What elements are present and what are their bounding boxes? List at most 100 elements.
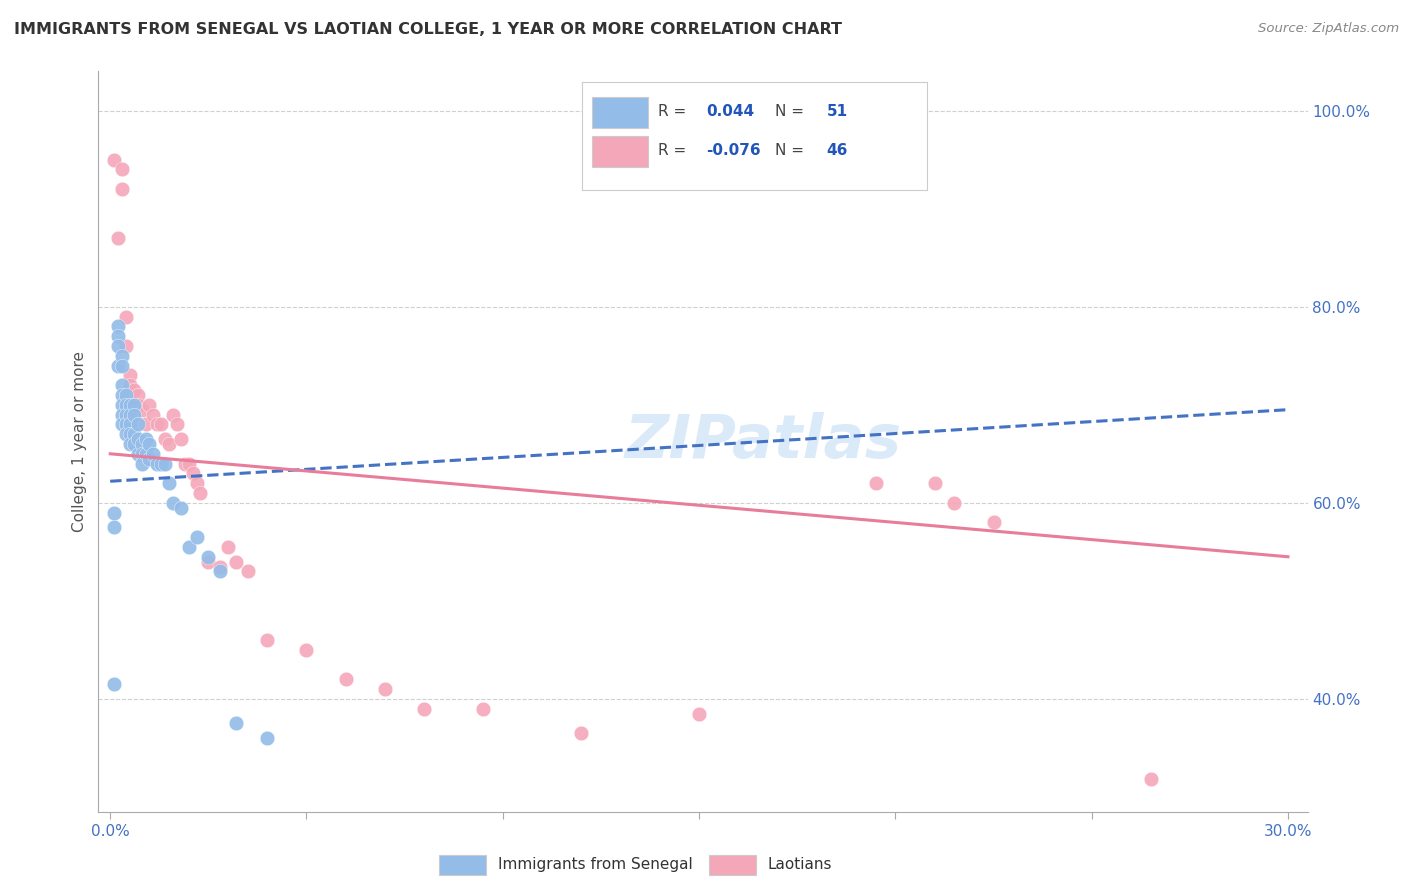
Point xyxy=(217,540,239,554)
Point xyxy=(107,231,129,245)
FancyBboxPatch shape xyxy=(439,855,486,875)
Point xyxy=(190,486,212,500)
Point xyxy=(111,378,134,392)
Point xyxy=(122,437,145,451)
Point xyxy=(162,408,184,422)
Point xyxy=(166,417,188,432)
Point xyxy=(115,388,138,402)
Point xyxy=(225,555,247,569)
Point xyxy=(256,633,278,648)
Point xyxy=(107,359,129,373)
Point xyxy=(146,457,169,471)
Point xyxy=(138,437,160,451)
Point xyxy=(150,417,173,432)
Point xyxy=(111,162,134,177)
Point xyxy=(118,437,141,451)
Point xyxy=(107,329,129,343)
Point xyxy=(111,417,134,432)
Point xyxy=(131,457,153,471)
Point xyxy=(138,451,160,466)
Point xyxy=(170,432,193,446)
Point xyxy=(177,457,200,471)
Point xyxy=(111,182,134,196)
Point xyxy=(472,702,495,716)
Point xyxy=(197,549,219,564)
Point xyxy=(127,417,149,432)
Point xyxy=(131,447,153,461)
Point xyxy=(122,408,145,422)
Point xyxy=(127,447,149,461)
Point xyxy=(413,702,436,716)
Point xyxy=(170,500,193,515)
Point xyxy=(118,368,141,383)
Point xyxy=(118,427,141,442)
Point xyxy=(122,383,145,397)
Point xyxy=(197,555,219,569)
Text: IMMIGRANTS FROM SENEGAL VS LAOTIAN COLLEGE, 1 YEAR OR MORE CORRELATION CHART: IMMIGRANTS FROM SENEGAL VS LAOTIAN COLLE… xyxy=(14,22,842,37)
Point xyxy=(107,319,129,334)
Point xyxy=(186,476,208,491)
Point xyxy=(135,447,157,461)
Point xyxy=(983,516,1005,530)
Point xyxy=(115,339,138,353)
Point xyxy=(115,398,138,412)
Point xyxy=(131,437,153,451)
Point xyxy=(135,417,157,432)
Point xyxy=(103,677,125,691)
Point xyxy=(186,530,208,544)
Point xyxy=(103,153,125,167)
Point xyxy=(225,716,247,731)
Point xyxy=(142,447,165,461)
Point xyxy=(115,417,138,432)
Point xyxy=(256,731,278,746)
Point xyxy=(122,398,145,412)
Point xyxy=(115,427,138,442)
Point xyxy=(122,427,145,442)
Point xyxy=(295,643,318,657)
Text: Immigrants from Senegal: Immigrants from Senegal xyxy=(498,857,693,872)
Point xyxy=(209,559,232,574)
Point xyxy=(111,349,134,363)
Point xyxy=(118,398,141,412)
Point xyxy=(111,408,134,422)
Point xyxy=(122,398,145,412)
Point xyxy=(131,402,153,417)
Y-axis label: College, 1 year or more: College, 1 year or more xyxy=(72,351,87,532)
FancyBboxPatch shape xyxy=(709,855,756,875)
Text: ZIPatlas: ZIPatlas xyxy=(624,412,903,471)
Point xyxy=(146,417,169,432)
Point xyxy=(162,496,184,510)
Point xyxy=(924,476,946,491)
Point xyxy=(118,408,141,422)
Point xyxy=(142,408,165,422)
Point xyxy=(115,408,138,422)
Point xyxy=(103,520,125,534)
Point xyxy=(865,476,887,491)
Text: Source: ZipAtlas.com: Source: ZipAtlas.com xyxy=(1258,22,1399,36)
Point xyxy=(209,565,232,579)
Point xyxy=(127,432,149,446)
Point xyxy=(943,496,966,510)
Point xyxy=(181,467,204,481)
Point xyxy=(153,432,176,446)
Point xyxy=(127,398,149,412)
Point xyxy=(111,359,134,373)
Point xyxy=(236,565,259,579)
Point xyxy=(688,706,710,721)
Point xyxy=(118,417,141,432)
Point xyxy=(107,339,129,353)
Point xyxy=(135,432,157,446)
Point xyxy=(103,506,125,520)
Point xyxy=(335,673,357,687)
Point xyxy=(138,398,160,412)
Point xyxy=(115,310,138,324)
Point xyxy=(118,378,141,392)
Point xyxy=(569,726,592,740)
Point xyxy=(157,437,180,451)
Point xyxy=(374,682,396,697)
Point xyxy=(1139,772,1161,787)
Point xyxy=(177,540,200,554)
Point xyxy=(127,388,149,402)
Point xyxy=(157,476,180,491)
Point xyxy=(153,457,176,471)
